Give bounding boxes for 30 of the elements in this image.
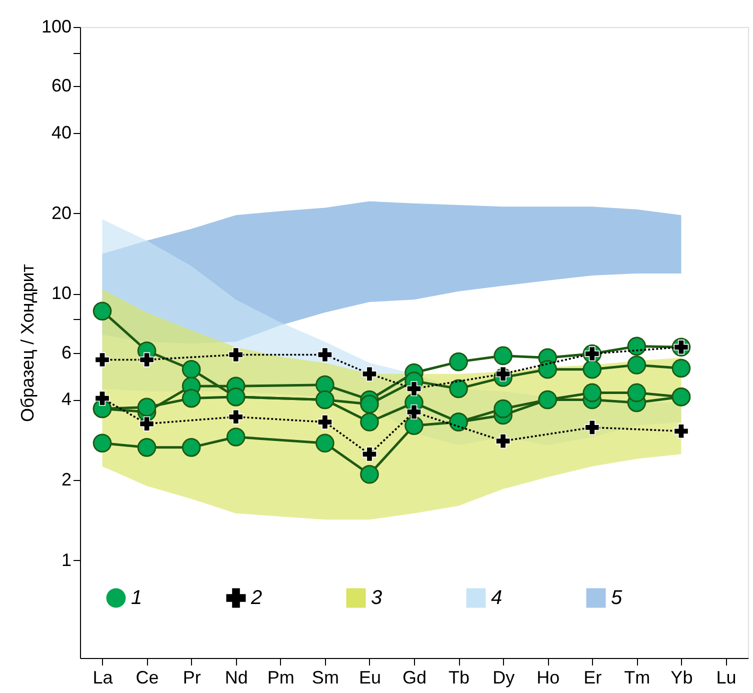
y-tick-label: 1 xyxy=(61,550,72,570)
x-tick-label: Er xyxy=(584,668,602,688)
x-tick-label: Eu xyxy=(358,668,381,688)
y-axis-title: Образец / Хондрит xyxy=(17,264,38,422)
x-tick-label: Pm xyxy=(267,668,294,688)
x-tick-label: Ho xyxy=(536,668,560,688)
x-tick-label: Yb xyxy=(670,668,693,688)
y-tick-label: 10 xyxy=(51,283,72,304)
x-tick-label: Sm xyxy=(312,668,339,688)
x-tick-label: Tm xyxy=(624,668,650,688)
x-tick-label: Ce xyxy=(136,668,159,688)
y-tick-label: 2 xyxy=(61,470,72,490)
legend-label: 3 xyxy=(371,587,382,609)
y-tick-label: 6 xyxy=(61,342,72,362)
legend-label: 2 xyxy=(250,587,262,609)
x-tick-label: La xyxy=(92,668,114,688)
x-tick-label: Tb xyxy=(448,668,470,688)
x-tick-label: Nd xyxy=(224,668,248,688)
x-tick-label: Lu xyxy=(716,668,736,688)
x-tick-label: Dy xyxy=(492,668,515,688)
y-tick-label: 20 xyxy=(51,202,72,223)
legend-label: 4 xyxy=(491,587,502,609)
y-tick-label: 60 xyxy=(51,76,72,96)
y-tick-label: 40 xyxy=(51,122,72,143)
legend-label: 1 xyxy=(131,587,142,609)
y-tick-label: 100 xyxy=(41,16,72,36)
legend-label: 5 xyxy=(611,587,623,609)
x-tick-label: Pr xyxy=(182,668,201,688)
x-tick-label: Gd xyxy=(402,668,427,688)
y-tick-label: 4 xyxy=(61,389,72,410)
